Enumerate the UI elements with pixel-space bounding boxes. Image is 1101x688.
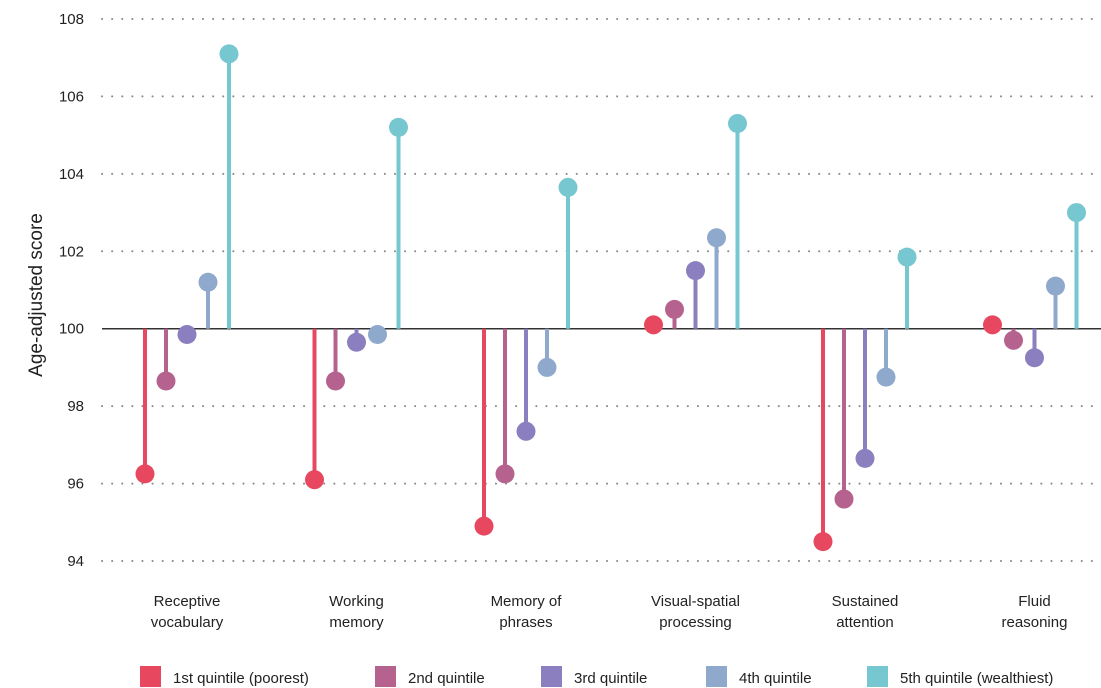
y-axis-ticks: 94 96 98 100 102 104 106 108 — [59, 11, 84, 570]
lollipop-point — [389, 117, 408, 137]
lollipop-point — [305, 470, 324, 490]
category-labels: Receptive vocabulary Working memory Memory o… — [151, 593, 1068, 631]
lollipop-point — [368, 325, 387, 345]
legend-swatch — [867, 666, 888, 687]
category-label: Fluid — [1018, 593, 1051, 610]
legend-swatch — [706, 666, 727, 687]
category-label: phrases — [499, 614, 552, 631]
category-label: processing — [659, 614, 732, 631]
lollipop-point — [495, 464, 515, 484]
category-label: Sustained — [832, 593, 899, 610]
lollipop-point — [813, 532, 833, 552]
lollipop-point — [177, 325, 197, 345]
legend-label: 4th quintile — [739, 670, 812, 687]
lollipop-point — [198, 272, 218, 292]
gridlines — [101, 18, 1101, 562]
legend-label: 1st quintile (poorest) — [173, 670, 309, 687]
legend-swatch — [541, 666, 562, 687]
lollipop-point — [474, 516, 494, 536]
lollipop-point — [1046, 276, 1065, 296]
lollipop-point — [1025, 348, 1044, 368]
lollipop-point — [834, 489, 854, 509]
lollipop-point — [876, 367, 896, 387]
lollipop-point — [1004, 330, 1023, 350]
y-tick-label: 106 — [59, 88, 84, 105]
y-axis-title: Age-adjusted score — [26, 213, 47, 377]
lollipop-point — [135, 464, 155, 484]
y-tick-label: 96 — [67, 476, 84, 493]
lollipop-point — [686, 261, 705, 281]
y-tick-label: 100 — [59, 321, 84, 338]
category-label: Working — [329, 593, 384, 610]
legend-swatch — [375, 666, 396, 687]
lollipop-point — [516, 421, 536, 441]
y-tick-label: 102 — [59, 243, 84, 260]
y-tick-label: 104 — [59, 166, 84, 183]
lollipop-point — [537, 357, 557, 377]
y-tick-label: 98 — [67, 398, 84, 415]
category-label: vocabulary — [151, 614, 224, 631]
lollipop-point — [665, 299, 684, 319]
lollipop-marks — [135, 44, 1086, 552]
lollipop-point — [728, 114, 747, 134]
category-label: memory — [329, 614, 384, 631]
lollipop-point — [855, 448, 875, 468]
lollipop-point — [326, 371, 345, 391]
lollipop-point — [644, 315, 663, 335]
category-label: reasoning — [1002, 614, 1068, 631]
y-tick-label: 94 — [67, 553, 84, 570]
lollipop-point — [156, 371, 176, 391]
lollipop-point — [558, 177, 578, 197]
category-label: Receptive — [154, 593, 221, 610]
legend: 1st quintile (poorest) 2nd quintile 3rd qu… — [140, 666, 1053, 687]
legend-label: 5th quintile (wealthiest) — [900, 670, 1053, 687]
lollipop-point — [897, 247, 917, 267]
lollipop-point — [347, 332, 366, 352]
category-label: Visual-spatial — [651, 593, 740, 610]
legend-swatch — [140, 666, 161, 687]
category-label: Memory of — [491, 593, 563, 610]
lollipop-point — [1067, 203, 1086, 223]
legend-label: 3rd quintile — [574, 670, 647, 687]
lollipop-point — [707, 228, 726, 248]
y-tick-label: 108 — [59, 11, 84, 28]
category-label: attention — [836, 614, 894, 631]
legend-label: 2nd quintile — [408, 670, 485, 687]
lollipop-point — [219, 44, 239, 64]
lollipop-point — [983, 315, 1002, 335]
